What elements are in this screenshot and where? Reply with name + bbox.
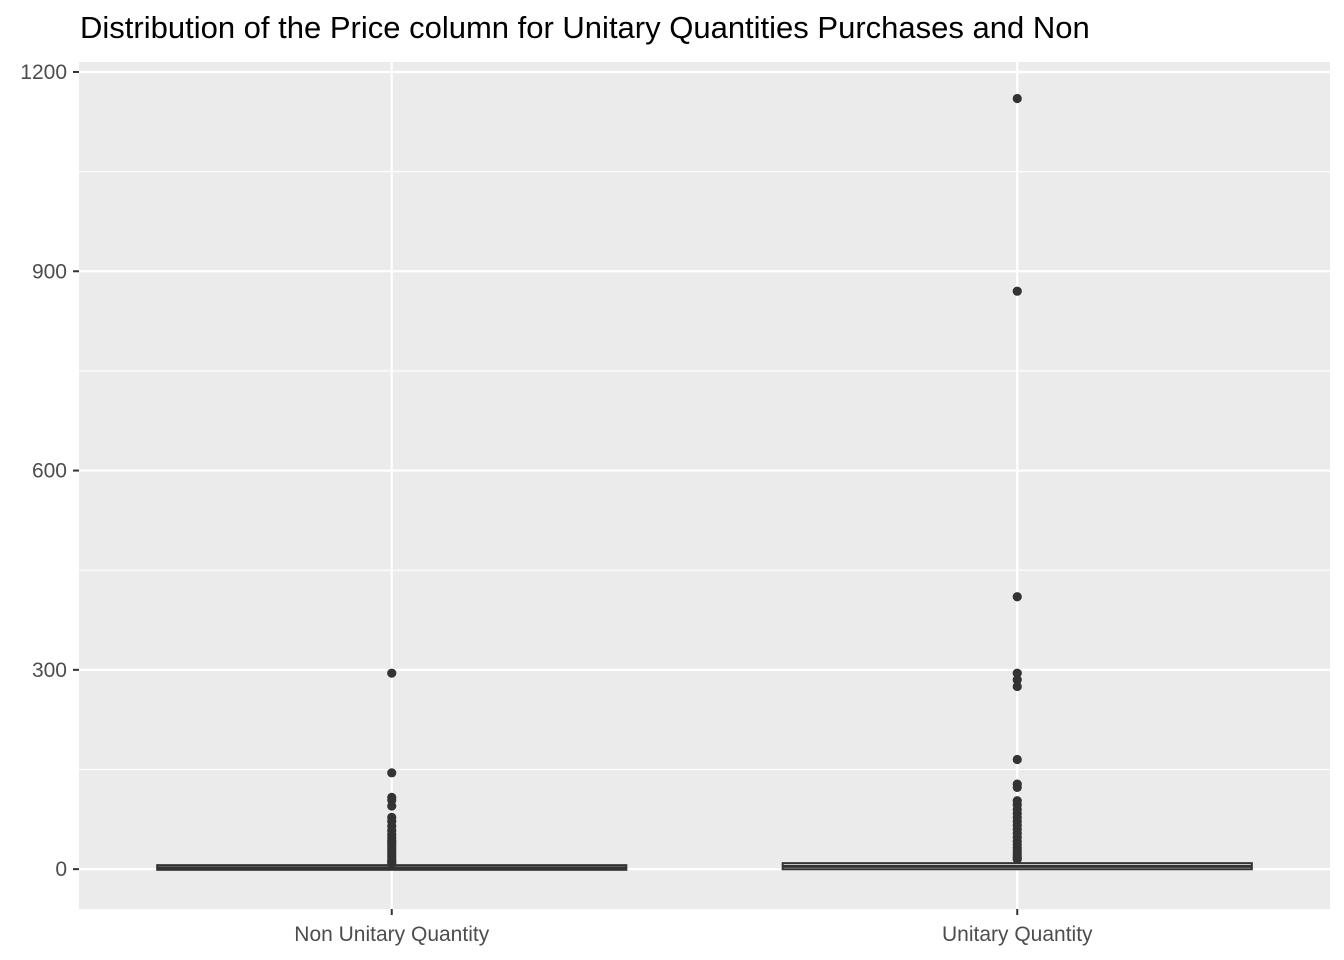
y-tick-label: 900 [32,260,67,283]
outlier-point [387,858,397,868]
outlier-point [1012,93,1022,104]
outlier-point [1012,592,1022,602]
outlier-point [387,801,397,811]
plot-panel [79,62,1330,909]
y-tick-label: 0 [55,858,67,881]
y-tick-label: 600 [32,460,67,483]
outlier-point [1012,286,1022,296]
x-axis: Non Unitary Quantity Unitary Quantity [294,909,1093,946]
outlier-point [1012,681,1022,692]
box-2 [781,93,1253,871]
outlier-point [387,668,397,678]
outlier-point [1012,754,1022,765]
outlier-point [1012,668,1022,678]
x-tick-label: Unitary Quantity [942,923,1093,946]
chart-title: Distribution of the Price column for Uni… [80,10,1090,45]
y-axis: 0 300 600 900 1200 [20,61,79,881]
minor-gridlines [79,171,1330,771]
box-1 [156,668,628,871]
y-tick-label: 300 [32,659,67,682]
major-gridlines [79,62,1330,909]
boxes-layer [156,93,1253,871]
outlier-point [387,768,397,778]
outlier-point [1012,675,1022,685]
outlier-point [1012,782,1022,793]
x-tick-label: Non Unitary Quantity [294,923,489,946]
outlier-point [1012,854,1022,864]
y-tick-label: 1200 [20,61,67,84]
